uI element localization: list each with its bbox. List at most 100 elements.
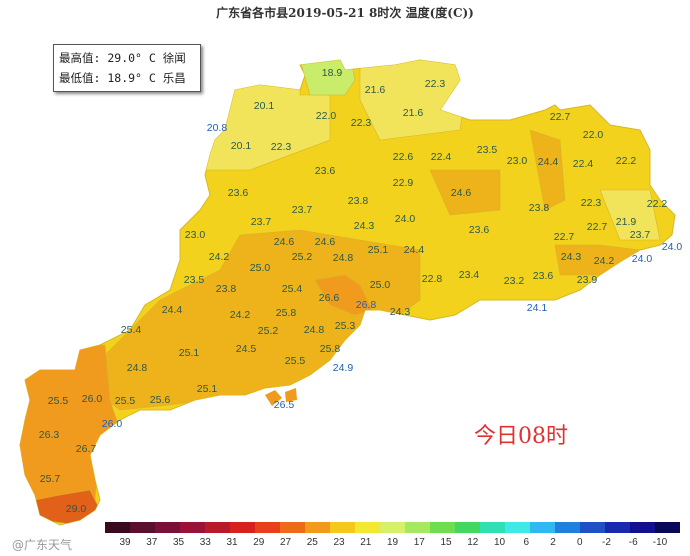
station-temperature-label: 22.9	[393, 177, 414, 189]
color-scale-tick-label: 2	[550, 537, 556, 548]
station-temperature-label: 21.6	[365, 84, 386, 96]
station-temperature-label: 23.6	[533, 270, 554, 282]
station-temperature-label: 24.6	[451, 187, 472, 199]
station-temperature-label: 25.8	[276, 307, 297, 319]
station-temperature-label: 23.0	[507, 155, 528, 167]
station-temperature-label: 24.4	[404, 244, 425, 256]
station-temperature-label: 24.0	[395, 213, 416, 225]
station-temperature-label: 23.5	[184, 274, 205, 286]
station-temperature-label: 20.1	[231, 140, 252, 152]
color-scale-swatch	[355, 522, 380, 533]
color-scale-tick-label: 37	[146, 537, 158, 548]
station-temperature-label: 24.3	[561, 251, 582, 263]
station-temperature-label: 24.6	[274, 236, 295, 248]
station-temperature-label: 25.0	[250, 262, 271, 274]
watermark: @广东天气	[12, 538, 73, 552]
station-temperature-label: 25.2	[292, 251, 313, 263]
station-temperature-label: 25.5	[115, 395, 136, 407]
station-temperature-label: 24.5	[236, 343, 257, 355]
station-temperature-label: 22.0	[583, 129, 604, 141]
station-temperature-label: 23.2	[504, 275, 525, 287]
station-temperature-label: 24.0	[662, 241, 683, 253]
station-temperature-label: 23.6	[469, 224, 490, 236]
color-scale-swatch	[180, 522, 205, 533]
color-scale-swatch	[605, 522, 630, 533]
station-temperature-label: 22.3	[271, 141, 292, 153]
station-temperature-label: 24.2	[594, 255, 615, 267]
color-scale-swatch	[555, 522, 580, 533]
island-shangchuan	[285, 388, 297, 402]
min-value-text: 最低值: 18.9° C 乐昌	[59, 71, 186, 85]
station-temperature-label: 21.9	[616, 216, 637, 228]
station-temperature-label: 26.0	[82, 393, 103, 405]
station-temperature-label: 25.2	[258, 325, 279, 337]
region-east-warm	[529, 129, 566, 211]
station-temperature-label: 22.6	[393, 151, 414, 163]
station-temperature-label: 25.4	[121, 324, 142, 336]
color-scale-swatch	[405, 522, 430, 533]
station-temperature-label: 22.2	[647, 198, 668, 210]
color-scale-tick-label: -2	[602, 537, 611, 548]
station-temperature-label: 24.6	[315, 236, 336, 248]
color-scale-tick-label: 6	[523, 537, 530, 548]
station-temperature-label: 24.2	[209, 251, 230, 263]
station-temperature-label: 24.0	[632, 253, 653, 265]
station-temperature-label: 22.3	[581, 197, 602, 209]
station-temperature-label: 25.1	[179, 347, 200, 359]
color-scale-tick-label: 12	[467, 537, 479, 548]
map-title: 广东省各市县2019-05-21 8时次 温度(度(C))	[216, 6, 474, 20]
color-scale-swatch	[305, 522, 330, 533]
station-temperature-label: 23.7	[251, 216, 272, 228]
color-scale-tick-label: 15	[440, 537, 452, 548]
station-temperature-label: 20.8	[207, 122, 228, 134]
color-scale-swatch	[505, 522, 530, 533]
color-scale-swatch	[580, 522, 605, 533]
station-temperature-label: 22.8	[422, 273, 443, 285]
station-temperature-label: 23.8	[529, 202, 550, 214]
station-temperature-label: 23.8	[216, 283, 237, 295]
color-scale-tick-label: 29	[253, 537, 265, 548]
color-scale-tick-label: 25	[306, 537, 318, 548]
station-temperature-label: 25.1	[368, 244, 389, 256]
station-temperature-label: 24.8	[304, 324, 325, 336]
color-scale-swatch	[330, 522, 355, 533]
extremes-info-box: 最高值: 29.0° C 徐闻 最低值: 18.9° C 乐昌	[53, 44, 201, 92]
station-temperature-label: 25.7	[40, 473, 61, 485]
station-temperature-label: 26.5	[274, 399, 295, 411]
station-temperature-label: 22.7	[587, 221, 608, 233]
color-scale-tick-label: 19	[386, 537, 399, 548]
color-scale-swatch	[205, 522, 230, 533]
color-scale-swatch	[105, 522, 130, 533]
station-temperature-label: 22.3	[425, 78, 446, 90]
station-temperature-label: 24.4	[162, 304, 183, 316]
station-temperature-label: 25.8	[320, 343, 341, 355]
region-meizhou-warm	[429, 169, 501, 216]
color-scale-tick-label: 39	[119, 537, 131, 548]
station-temperature-label: 22.4	[431, 151, 452, 163]
station-temperature-label: 23.5	[477, 144, 498, 156]
color-scale-swatch	[380, 522, 405, 533]
station-temperature-label: 24.4	[538, 156, 559, 168]
station-temperature-label: 24.3	[354, 220, 375, 232]
region-min-lechang	[299, 60, 356, 96]
color-scale-swatch	[155, 522, 180, 533]
color-scale-swatch	[280, 522, 305, 533]
station-temperature-label: 29.0	[66, 503, 87, 515]
station-temperature-label: 24.1	[527, 302, 548, 314]
station-temperature-label: 26.3	[39, 429, 60, 441]
color-scale-tick-label: 31	[226, 537, 238, 548]
station-temperature-label: 22.7	[550, 111, 571, 123]
station-temperature-label: 24.9	[333, 362, 354, 374]
color-scale-swatch	[430, 522, 455, 533]
color-scale-tick-label: 27	[279, 537, 292, 548]
station-temperature-label: 26.8	[356, 299, 377, 311]
station-temperature-label: 23.4	[459, 269, 480, 281]
station-temperature-label: 22.2	[616, 155, 637, 167]
station-temperature-label: 22.3	[351, 117, 372, 129]
color-scale-swatch	[230, 522, 255, 533]
station-temperature-label: 23.6	[228, 187, 249, 199]
color-scale-swatch	[455, 522, 480, 533]
station-temperature-label: 26.6	[319, 292, 340, 304]
color-scale-tick-label: 21	[360, 537, 372, 548]
